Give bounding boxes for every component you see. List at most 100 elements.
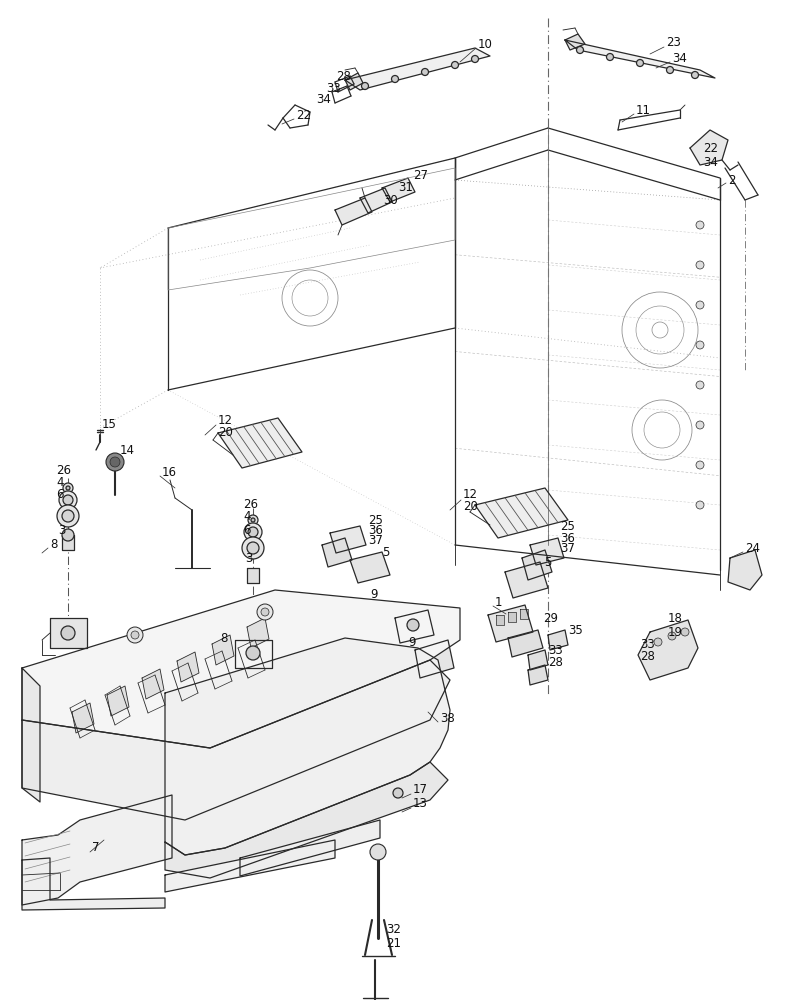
Text: 28: 28 [336, 70, 350, 83]
Text: 37: 37 [560, 542, 574, 556]
Polygon shape [508, 612, 515, 622]
Text: 5: 5 [381, 546, 389, 560]
Polygon shape [165, 762, 448, 878]
Circle shape [66, 486, 70, 490]
Circle shape [246, 646, 260, 660]
Text: 29: 29 [543, 611, 557, 624]
Text: 22: 22 [296, 109, 311, 122]
Text: 3: 3 [58, 524, 66, 536]
Polygon shape [107, 686, 129, 716]
Circle shape [451, 62, 458, 69]
Text: 12: 12 [462, 488, 478, 500]
Text: 3: 3 [245, 552, 252, 564]
Text: 23: 23 [665, 36, 680, 49]
Text: 9: 9 [407, 636, 415, 648]
Text: 4: 4 [242, 510, 250, 524]
Polygon shape [234, 640, 272, 668]
Polygon shape [345, 48, 489, 90]
Circle shape [695, 381, 703, 389]
Text: 22: 22 [702, 142, 717, 155]
Circle shape [251, 518, 255, 522]
Circle shape [63, 483, 73, 493]
Polygon shape [335, 198, 371, 225]
Text: 38: 38 [440, 712, 454, 724]
Polygon shape [519, 609, 527, 619]
Polygon shape [50, 618, 87, 648]
Circle shape [695, 301, 703, 309]
Circle shape [393, 788, 402, 798]
Text: 26: 26 [242, 498, 258, 512]
Text: 33: 33 [639, 639, 654, 652]
Polygon shape [322, 538, 351, 567]
Polygon shape [381, 178, 414, 202]
Polygon shape [504, 562, 547, 598]
Circle shape [695, 221, 703, 229]
Circle shape [59, 491, 77, 509]
Polygon shape [350, 552, 389, 583]
Circle shape [247, 527, 258, 537]
Circle shape [131, 631, 139, 639]
Circle shape [653, 638, 661, 646]
Polygon shape [727, 550, 761, 590]
Polygon shape [62, 535, 74, 550]
Text: 34: 34 [702, 156, 717, 169]
Circle shape [576, 47, 583, 54]
Polygon shape [165, 638, 449, 855]
Text: 13: 13 [413, 797, 427, 810]
Polygon shape [414, 640, 453, 678]
Polygon shape [474, 488, 568, 538]
Polygon shape [22, 795, 172, 905]
Polygon shape [177, 652, 199, 682]
Text: 21: 21 [385, 937, 401, 950]
Polygon shape [22, 858, 165, 910]
Text: 10: 10 [478, 38, 492, 51]
Circle shape [247, 515, 258, 525]
Polygon shape [359, 188, 392, 213]
Text: 8: 8 [220, 632, 227, 645]
Text: 6: 6 [56, 488, 63, 502]
Text: 35: 35 [568, 624, 582, 637]
Polygon shape [72, 703, 94, 733]
Circle shape [636, 60, 642, 67]
Polygon shape [496, 615, 504, 625]
Polygon shape [217, 418, 302, 468]
Polygon shape [22, 668, 40, 802]
Polygon shape [508, 630, 543, 657]
Polygon shape [345, 73, 363, 90]
Text: 17: 17 [413, 783, 427, 796]
Text: 36: 36 [367, 524, 383, 536]
Circle shape [691, 72, 697, 79]
Polygon shape [165, 840, 335, 892]
Circle shape [257, 604, 272, 620]
Circle shape [695, 341, 703, 349]
Text: 27: 27 [413, 169, 427, 182]
Circle shape [471, 56, 478, 63]
Text: 30: 30 [383, 194, 397, 207]
Polygon shape [564, 40, 714, 78]
Text: 2: 2 [727, 174, 735, 187]
Text: 5: 5 [543, 556, 551, 568]
Polygon shape [547, 630, 568, 650]
Circle shape [106, 453, 124, 471]
Polygon shape [212, 635, 234, 665]
Polygon shape [689, 130, 727, 165]
Text: 8: 8 [50, 538, 58, 552]
Text: 33: 33 [325, 82, 341, 95]
Text: 1: 1 [495, 595, 502, 608]
Text: 9: 9 [370, 588, 377, 601]
Circle shape [242, 537, 264, 559]
Text: 20: 20 [462, 500, 478, 514]
Text: 37: 37 [367, 534, 383, 548]
Text: 6: 6 [242, 524, 250, 536]
Circle shape [421, 69, 428, 76]
Text: 36: 36 [560, 532, 574, 544]
Text: 25: 25 [367, 514, 383, 526]
Circle shape [695, 261, 703, 269]
Text: 33: 33 [547, 644, 562, 656]
Polygon shape [329, 526, 366, 553]
Circle shape [109, 457, 120, 467]
Text: 12: 12 [217, 414, 233, 426]
Polygon shape [22, 590, 460, 748]
Polygon shape [22, 660, 449, 820]
Text: 28: 28 [639, 650, 654, 664]
